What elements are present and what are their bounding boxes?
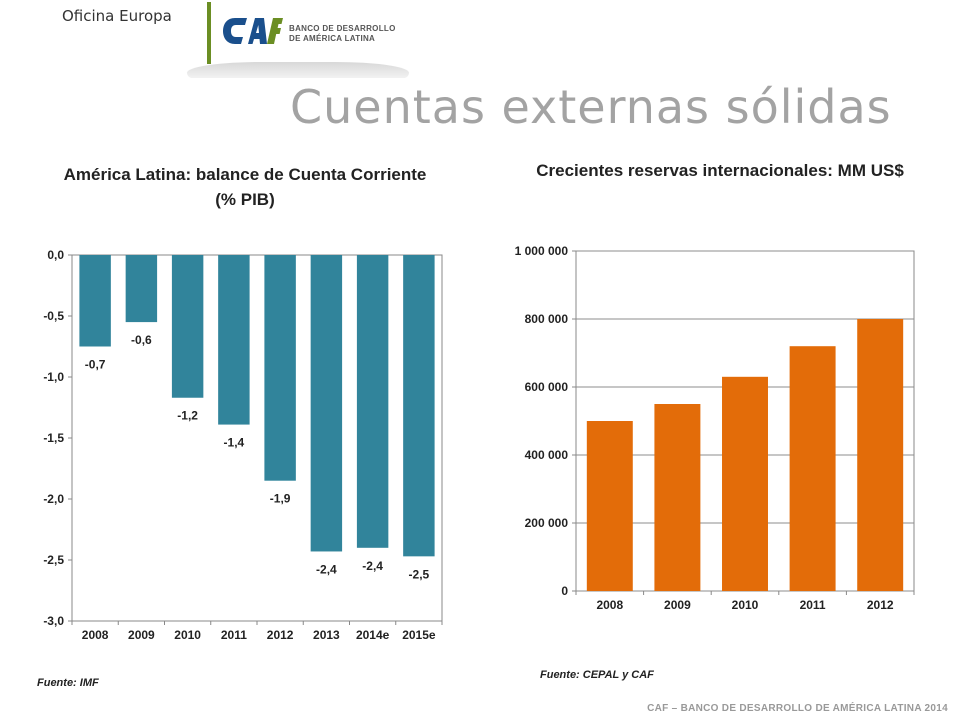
ytick-label-0: -3,0 [43, 614, 64, 628]
source-note-imf: Fuente: IMF [37, 677, 99, 689]
bar-2011 [218, 255, 250, 425]
slide-title: Cuentas externas sólidas [290, 80, 892, 134]
ytick-label-1: 1 000 000 [515, 244, 569, 258]
ytick-label-0: -2,0 [43, 492, 64, 506]
bar-2008 [79, 255, 111, 347]
bar-2012 [857, 319, 904, 591]
bar-2012 [264, 255, 296, 481]
xtick-label-2011: 2011 [221, 628, 247, 642]
xtick-label-2009: 2009 [664, 598, 691, 612]
xtick-label-2012: 2012 [867, 598, 894, 612]
xtick-label-2011: 2011 [800, 598, 826, 612]
caf-logo-mark-icon [223, 18, 283, 44]
xtick-label-2014e: 2014e [356, 628, 390, 642]
footer-text: CAF – BANCO DE DESARROLLO DE AMÉRICA LAT… [647, 703, 948, 714]
ytick-label-1: 0 [561, 584, 568, 598]
data-label-2010: -1,2 [177, 409, 198, 423]
ytick-label-0: -1,5 [43, 431, 64, 445]
data-label-2009: -0,6 [131, 333, 152, 347]
data-label-2014e: -2,4 [362, 559, 383, 573]
xtick-label-2010: 2010 [174, 628, 201, 642]
data-label-2011: -1,4 [224, 436, 245, 450]
ytick-label-1: 800 000 [525, 312, 569, 326]
xtick-label-2010: 2010 [732, 598, 759, 612]
ytick-label-0: -0,5 [43, 309, 64, 323]
bar-2014e [356, 255, 389, 548]
xtick-label-2012: 2012 [267, 628, 294, 642]
ytick-label-1: 400 000 [525, 448, 569, 462]
office-label: Oficina Europa [62, 7, 172, 25]
bar-2015e [403, 255, 435, 557]
xtick-label-2013: 2013 [313, 628, 340, 642]
logo-shadow [187, 62, 409, 78]
bar-2008 [586, 421, 633, 591]
bar-2009 [654, 404, 701, 591]
source-note-cepal: Fuente: CEPAL y CAF [540, 669, 654, 681]
data-label-2015e: -2,5 [409, 567, 430, 581]
bar-2009 [125, 255, 158, 323]
bar-2011 [789, 346, 836, 591]
chart-title-reserves: Crecientes reservas internacionales: MM … [536, 161, 904, 180]
bar-2013 [310, 255, 343, 552]
xtick-label-2008: 2008 [82, 628, 109, 642]
ytick-label-1: 200 000 [525, 516, 569, 530]
ytick-label-1: 600 000 [525, 380, 569, 394]
logo-text-line2: DE AMÉRICA LATINA [289, 34, 376, 43]
xtick-label-2009: 2009 [128, 628, 155, 642]
ytick-label-0: 0,0 [47, 248, 64, 262]
data-label-2012: -1,9 [270, 492, 291, 506]
data-label-2008: -0,7 [85, 358, 106, 372]
xtick-label-2008: 2008 [596, 598, 623, 612]
ytick-label-0: -1,0 [43, 370, 64, 384]
caf-logo: BANCO DE DESARROLLO DE AMÉRICA LATINA [185, 0, 415, 80]
logo-divider [207, 2, 211, 64]
chart-title-current-account: América Latina: balance de Cuenta Corrie… [63, 165, 427, 209]
bar-2010 [171, 255, 204, 398]
xtick-label-2015e: 2015e [402, 628, 436, 642]
ytick-label-0: -2,5 [43, 553, 64, 567]
logo-text-line1: BANCO DE DESARROLLO [289, 24, 396, 33]
bar-2010 [722, 376, 768, 591]
data-label-2013: -2,4 [316, 562, 337, 576]
logo-text: BANCO DE DESARROLLO DE AMÉRICA LATINA [289, 24, 396, 44]
